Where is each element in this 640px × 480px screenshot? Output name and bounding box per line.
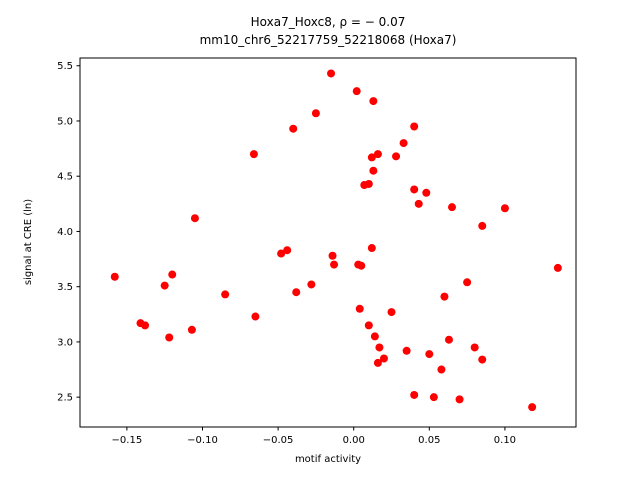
data-point: [330, 260, 339, 269]
data-point: [410, 390, 419, 399]
data-point: [410, 185, 419, 194]
x-axis-ticks: −0.15 −0.10 −0.05 0.00 0.05 0.10: [112, 427, 516, 446]
data-point: [367, 153, 376, 162]
data-point: [307, 280, 316, 289]
data-point: [249, 150, 258, 159]
data-point: [221, 290, 230, 299]
x-tick-label: 0.05: [418, 435, 440, 446]
data-point: [500, 204, 509, 213]
data-point: [478, 355, 487, 364]
data-point: [364, 321, 373, 330]
data-point: [444, 335, 453, 344]
data-point: [410, 122, 419, 131]
y-tick-label: 4.5: [57, 172, 73, 183]
y-axis-label: signal at CRE (ln): [23, 199, 34, 285]
data-point: [277, 249, 286, 258]
data-point: [414, 199, 423, 208]
data-point: [373, 358, 382, 367]
data-point: [292, 288, 301, 297]
data-point: [251, 312, 260, 321]
data-point: [402, 346, 411, 355]
data-point: [187, 325, 196, 334]
data-point: [168, 270, 177, 279]
y-tick-label: 5.0: [57, 116, 73, 127]
data-point: [425, 350, 434, 359]
data-point: [369, 166, 378, 175]
data-point: [478, 221, 487, 230]
data-point: [283, 246, 292, 255]
data-point: [160, 281, 169, 290]
data-point: [528, 403, 537, 412]
data-point: [190, 214, 199, 223]
data-point: [422, 188, 431, 197]
data-point: [367, 244, 376, 253]
data-point: [352, 87, 361, 96]
y-axis-ticks: 2.5 3.0 3.5 4.0 4.5 5.0 5.5: [57, 61, 80, 404]
data-point: [355, 304, 364, 313]
data-point: [110, 272, 119, 281]
y-tick-label: 3.0: [57, 337, 73, 348]
x-tick-label: −0.10: [187, 435, 218, 446]
plot-area-frame: [79, 57, 577, 428]
data-point: [455, 395, 464, 404]
y-tick-label: 2.5: [57, 393, 73, 404]
data-point: [364, 179, 373, 188]
data-point: [437, 365, 446, 374]
data-point: [141, 321, 150, 330]
x-tick-label: 0.10: [494, 435, 516, 446]
data-point: [379, 354, 388, 363]
data-point: [375, 343, 384, 352]
data-point: [165, 333, 174, 342]
chart-title: Hoxa7_Hoxc8, ρ = − 0.07: [251, 15, 406, 29]
data-point: [328, 251, 337, 260]
y-tick-label: 5.5: [57, 61, 73, 72]
data-point: [369, 97, 378, 106]
data-point: [327, 69, 336, 78]
data-point: [429, 393, 438, 402]
data-point: [370, 332, 379, 341]
data-point: [448, 203, 456, 212]
data-point: [311, 109, 320, 118]
data-point: [357, 261, 366, 270]
x-tick-label: 0.00: [343, 435, 365, 446]
data-point: [553, 263, 562, 272]
scatter-points: [110, 69, 562, 412]
data-point: [470, 343, 479, 352]
data-point: [289, 124, 298, 133]
data-point: [463, 278, 472, 287]
x-tick-label: −0.15: [112, 435, 143, 446]
data-point: [392, 152, 401, 161]
x-tick-label: −0.05: [263, 435, 294, 446]
y-tick-label: 4.0: [57, 227, 73, 238]
data-point: [373, 150, 382, 159]
data-point: [399, 139, 408, 148]
data-point: [387, 308, 396, 317]
data-point: [440, 292, 449, 301]
x-axis-label: motif activity: [295, 454, 361, 465]
y-tick-label: 3.5: [57, 282, 73, 293]
chart-subtitle: mm10_chr6_52217759_52218068 (Hoxa7): [200, 33, 457, 47]
